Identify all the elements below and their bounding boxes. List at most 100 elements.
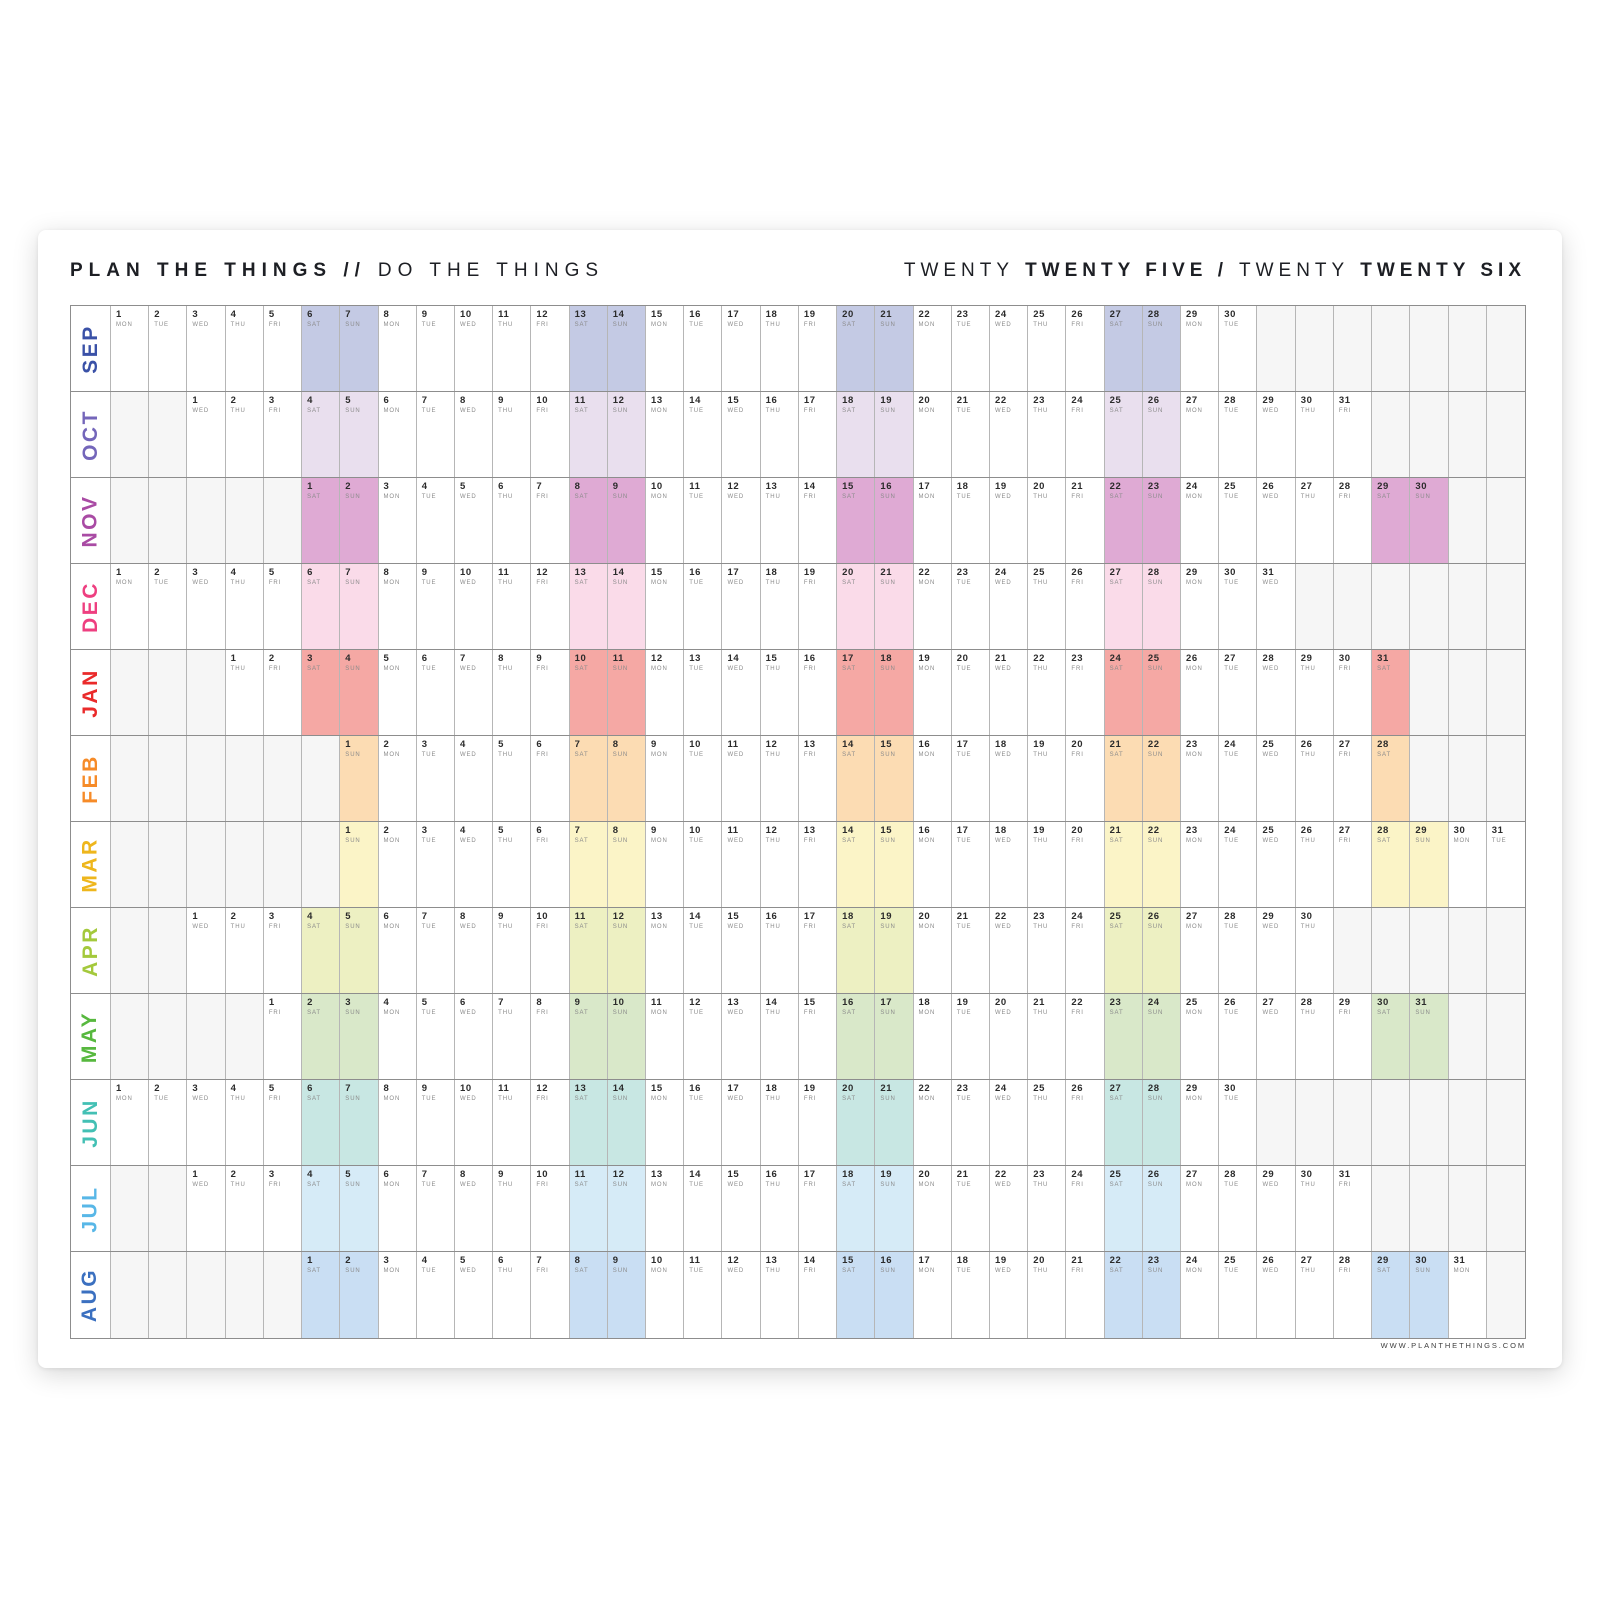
weekday-label: MON [116, 322, 133, 329]
weekday-label: WED [1262, 494, 1280, 501]
weekday-label: SUN [880, 1096, 896, 1103]
weekday-label: THU [498, 408, 514, 415]
day-number: 16 [918, 825, 931, 836]
day-number: 9 [612, 481, 619, 492]
weekday-label: SUN [345, 838, 361, 845]
day-number: 10 [536, 1169, 549, 1180]
day-cell: 17 WED [722, 306, 761, 391]
weekday-label: SUN [1415, 838, 1431, 845]
day-cell: 1 THU [225, 650, 264, 735]
day-cell: 6 FRI [531, 736, 570, 821]
day-cell: 17 MON [913, 478, 952, 563]
day-number: 28 [1224, 911, 1237, 922]
weekday-label: WED [1262, 924, 1280, 931]
weekday-label: FRI [1071, 1010, 1084, 1017]
weekday-label: THU [230, 580, 246, 587]
weekday-label: THU [765, 752, 781, 759]
weekday-label: FRI [536, 494, 549, 501]
day-number: 25 [1033, 567, 1045, 578]
weekday-label: TUE [421, 1010, 437, 1017]
weekday-label: MON [1186, 408, 1203, 415]
weekday-label: SUN [345, 1268, 361, 1275]
weekday-label: WED [459, 1096, 477, 1103]
day-cell: 29 WED [1257, 392, 1296, 477]
day-number: 14 [765, 997, 778, 1008]
month-label-cell: MAY [71, 994, 111, 1079]
weekday-label: FRI [1338, 666, 1352, 673]
weekday-label: SAT [1109, 752, 1124, 759]
day-number: 24 [1186, 1255, 1198, 1266]
empty-cell [1486, 478, 1525, 563]
day-number: 4 [421, 1255, 428, 1266]
day-cell: 8 SUN [607, 736, 647, 821]
day-cell: 1 MON [111, 564, 150, 649]
day-number: 13 [574, 567, 587, 578]
weekday-label: MON [651, 494, 668, 501]
day-number: 25 [1186, 997, 1198, 1008]
day-cell: 19 THU [1028, 822, 1067, 907]
weekday-label: THU [1300, 924, 1316, 931]
weekday-label: SAT [307, 1096, 322, 1103]
day-number: 29 [1415, 825, 1428, 836]
weekday-label: THU [498, 1010, 514, 1017]
weekday-label: THU [765, 1096, 781, 1103]
empty-cell [1295, 564, 1334, 649]
weekday-label: THU [230, 666, 246, 673]
weekday-label: WED [459, 1182, 477, 1189]
day-number: 11 [612, 653, 625, 664]
weekday-label: THU [1033, 322, 1049, 329]
day-cell: 8 SUN [607, 822, 647, 907]
day-cell: 22 WED [989, 392, 1029, 477]
day-cell: 12 WED [722, 1252, 761, 1338]
day-cell: 21 SAT [1104, 736, 1143, 821]
day-number: 27 [1224, 653, 1237, 664]
day-number: 8 [574, 1255, 581, 1266]
day-number: 15 [727, 395, 740, 406]
day-number: 27 [1186, 1169, 1198, 1180]
empty-cell [187, 478, 226, 563]
day-cell: 20 WED [989, 994, 1029, 1079]
day-number: 31 [1415, 997, 1428, 1008]
day-cell: 20 THU [1028, 478, 1067, 563]
day-number: 21 [880, 567, 893, 578]
weekday-label: WED [727, 666, 745, 673]
tagline-bold: PLAN THE THINGS // [70, 260, 366, 281]
day-cell: 14 SUN [607, 1080, 647, 1165]
day-number: 4 [459, 825, 466, 836]
day-cell: 29 MON [1181, 564, 1220, 649]
weekday-label: WED [459, 666, 477, 673]
weekday-label: THU [498, 1096, 514, 1103]
weekday-label: SAT [307, 1010, 322, 1017]
weekday-label: MON [383, 666, 401, 673]
day-cell: 13 TUE [684, 650, 723, 735]
weekday-label: THU [1033, 666, 1049, 673]
day-cell: 23 MON [1181, 822, 1220, 907]
day-cell: 27 SAT [1104, 1080, 1143, 1165]
day-number: 7 [498, 997, 505, 1008]
weekday-label: MON [383, 580, 401, 587]
empty-cell [187, 1252, 226, 1338]
empty-cell [1486, 650, 1525, 735]
weekday-label: WED [727, 1010, 745, 1017]
day-cell: 7 THU [493, 994, 532, 1079]
day-number: 19 [880, 1169, 893, 1180]
day-number: 17 [918, 1255, 931, 1266]
day-cell: 21 SUN [875, 564, 914, 649]
day-cell: 29 WED [1257, 1166, 1296, 1251]
day-cell: 28 TUE [1219, 1166, 1258, 1251]
weekday-label: TUE [421, 924, 437, 931]
day-number: 15 [727, 1169, 740, 1180]
day-cell: 16 MON [913, 736, 952, 821]
weekday-label: SUN [880, 1182, 896, 1189]
day-cell: 25 WED [1257, 822, 1296, 907]
weekday-label: THU [1300, 838, 1316, 845]
day-cell: 10 MON [646, 478, 685, 563]
day-cell: 1 MON [111, 306, 150, 391]
weekday-label: FRI [1071, 666, 1084, 673]
weekday-label: SUN [1415, 1010, 1431, 1017]
weekday-label: MON [383, 408, 401, 415]
weekday-label: MON [1186, 494, 1203, 501]
day-number: 13 [765, 1255, 778, 1266]
day-cell: 7 FRI [531, 1252, 570, 1338]
day-number: 18 [842, 911, 854, 922]
